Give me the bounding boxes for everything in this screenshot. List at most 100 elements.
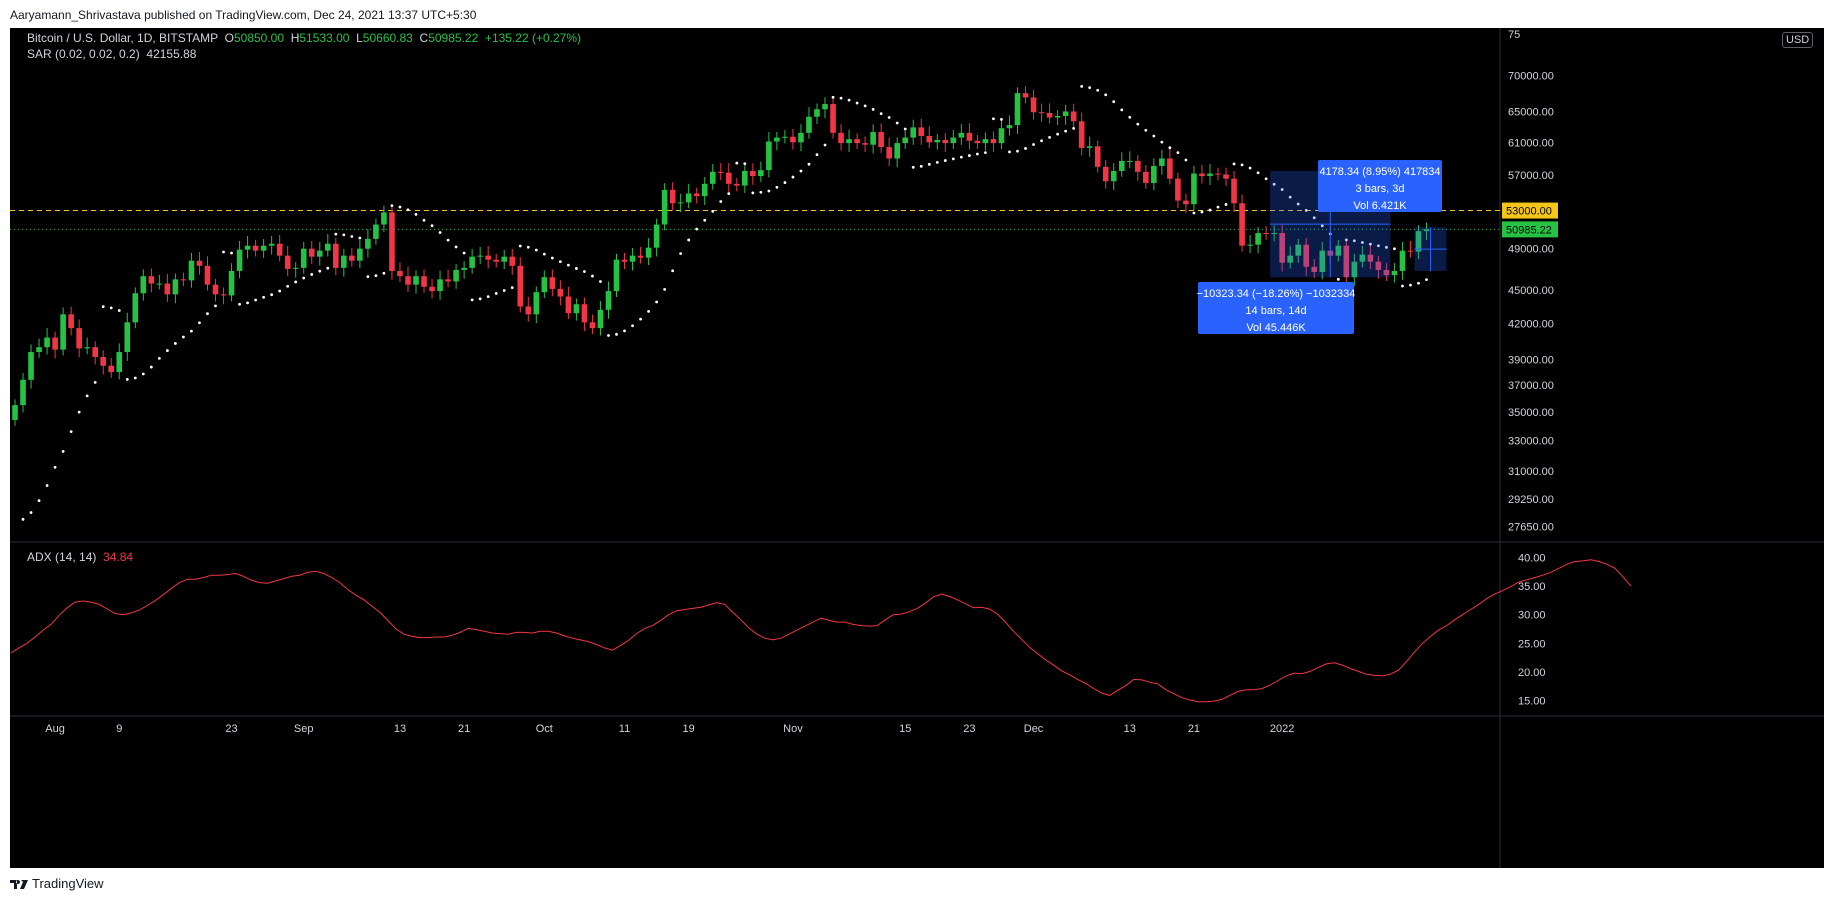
candle[interactable]: [357, 239, 363, 269]
candle[interactable]: [942, 133, 949, 152]
candle[interactable]: [790, 129, 796, 150]
candle[interactable]: [292, 262, 299, 278]
candle[interactable]: [950, 129, 957, 149]
candle[interactable]: [1102, 160, 1109, 189]
candle[interactable]: [782, 130, 788, 144]
candle[interactable]: [565, 286, 572, 320]
candle[interactable]: [405, 266, 411, 292]
candle[interactable]: [557, 280, 564, 306]
candle[interactable]: [774, 131, 780, 151]
candle[interactable]: [958, 124, 965, 145]
candle[interactable]: [998, 119, 1005, 149]
candle[interactable]: [413, 270, 419, 294]
price-chart[interactable]: 75 70000.00 65000.00 61000.00 57000.00 53000.…: [10, 28, 1824, 868]
candle[interactable]: [1110, 163, 1117, 191]
candle[interactable]: [709, 164, 716, 190]
candle[interactable]: [1167, 148, 1173, 185]
candle[interactable]: [453, 264, 459, 289]
candle[interactable]: [870, 124, 876, 154]
candle[interactable]: [501, 249, 508, 270]
candle[interactable]: [188, 252, 195, 288]
adx-line[interactable]: [10, 559, 1632, 703]
candle[interactable]: [1335, 239, 1342, 262]
candle[interactable]: [421, 269, 427, 293]
candle[interactable]: [1263, 226, 1269, 240]
candle[interactable]: [605, 281, 612, 319]
candle[interactable]: [814, 103, 820, 125]
candle[interactable]: [485, 246, 491, 269]
candle[interactable]: [1271, 225, 1277, 242]
candle[interactable]: [1135, 155, 1141, 181]
candle[interactable]: [1215, 167, 1221, 181]
candle[interactable]: [1279, 224, 1285, 272]
candle[interactable]: [1367, 245, 1374, 270]
candle[interactable]: [36, 338, 42, 358]
candle[interactable]: [509, 248, 516, 275]
candle[interactable]: [894, 137, 900, 168]
candle[interactable]: [132, 287, 139, 329]
candle[interactable]: [28, 344, 34, 389]
candle[interactable]: [244, 236, 251, 259]
candle[interactable]: [20, 373, 26, 413]
candle[interactable]: [308, 240, 315, 264]
candle[interactable]: [365, 229, 371, 258]
candle[interactable]: [445, 269, 451, 288]
candle[interactable]: [854, 133, 860, 149]
candle[interactable]: [477, 246, 483, 264]
candle[interactable]: [750, 163, 756, 185]
candle[interactable]: [260, 238, 267, 258]
candle[interactable]: [316, 241, 323, 266]
candle[interactable]: [140, 269, 147, 301]
candle[interactable]: [573, 298, 580, 321]
candle[interactable]: [1151, 158, 1157, 191]
candle[interactable]: [196, 252, 203, 275]
candle[interactable]: [717, 163, 724, 181]
candle[interactable]: [60, 307, 66, 356]
candle[interactable]: [349, 247, 355, 267]
candle[interactable]: [966, 123, 973, 150]
candle[interactable]: [236, 240, 243, 279]
candle[interactable]: [381, 205, 387, 232]
candle[interactable]: [982, 132, 989, 151]
candle[interactable]: [541, 270, 548, 299]
candle[interactable]: [758, 161, 764, 182]
candle[interactable]: [1319, 241, 1326, 280]
candle[interactable]: [613, 253, 620, 297]
candle[interactable]: [1086, 136, 1093, 157]
candle[interactable]: [44, 327, 50, 355]
candle[interactable]: [693, 187, 700, 204]
candle[interactable]: [629, 247, 636, 271]
candle[interactable]: [1199, 164, 1205, 184]
candle[interactable]: [878, 123, 884, 153]
candle[interactable]: [333, 237, 339, 276]
candle[interactable]: [1094, 140, 1101, 173]
candle[interactable]: [661, 183, 668, 231]
candle[interactable]: [1175, 172, 1181, 208]
candle[interactable]: [68, 306, 74, 336]
candle[interactable]: [124, 312, 131, 361]
candle[interactable]: [437, 270, 443, 300]
candle[interactable]: [1126, 151, 1133, 169]
candle[interactable]: [397, 262, 403, 283]
candle[interactable]: [838, 124, 844, 151]
candle[interactable]: [228, 263, 235, 302]
candle[interactable]: [300, 241, 307, 274]
candle[interactable]: [1223, 167, 1229, 186]
candle[interactable]: [1407, 241, 1414, 258]
candle[interactable]: [1006, 115, 1013, 136]
candle[interactable]: [701, 177, 708, 205]
candle[interactable]: [268, 236, 275, 255]
candle[interactable]: [677, 193, 684, 213]
candle[interactable]: [1255, 227, 1261, 254]
candle[interactable]: [637, 246, 644, 264]
candle[interactable]: [549, 269, 556, 297]
candle[interactable]: [220, 287, 227, 305]
candle[interactable]: [934, 134, 941, 150]
candle[interactable]: [846, 129, 852, 152]
candle[interactable]: [533, 286, 540, 324]
candle[interactable]: [621, 252, 628, 270]
candle[interactable]: [276, 235, 283, 262]
candle[interactable]: [1143, 165, 1149, 189]
candle[interactable]: [1423, 222, 1430, 240]
candle[interactable]: [1239, 194, 1245, 252]
